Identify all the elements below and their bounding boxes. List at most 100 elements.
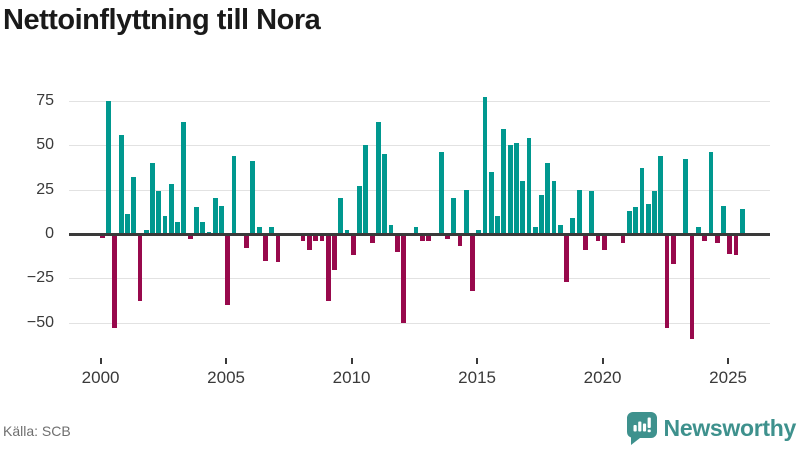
bar-2014-q4 <box>470 234 475 291</box>
bar-2010-q1 <box>350 234 356 256</box>
bar-2021-q3 <box>639 168 645 234</box>
bar-2001-q4 <box>143 230 149 234</box>
newsworthy-wordmark: Newsworthy <box>663 415 797 441</box>
bar-2002-q3 <box>162 216 168 234</box>
x-axis-tick-label: 2015 <box>458 368 496 387</box>
bar-2014-q1 <box>451 198 457 234</box>
bar-2015-q4 <box>495 216 500 234</box>
bar-2009-q2 <box>332 234 337 270</box>
bar-2022-q2 <box>658 155 664 234</box>
x-axis-tick-label: 2020 <box>583 368 622 387</box>
bar-2001-q1 <box>124 214 130 234</box>
bar-2021-q1 <box>626 210 632 234</box>
bar-2010-q4 <box>369 234 375 243</box>
bar-2002-q1 <box>150 162 155 234</box>
bar-2002-q2 <box>156 191 162 234</box>
bar-2019-q3 <box>589 191 595 234</box>
newsworthy-icon <box>626 412 657 445</box>
bar-2006-q4 <box>269 226 275 234</box>
y-axis-tick-label: 50 <box>36 136 54 154</box>
newsworthy-logo: Newsworthy <box>626 412 797 445</box>
x-axis-tick <box>225 358 228 364</box>
bar-2004-q4 <box>219 205 224 234</box>
x-axis-tick <box>99 358 102 364</box>
bar-2024-q1 <box>702 234 708 242</box>
y-axis-tick-label: −50 <box>26 313 54 331</box>
y-axis-tick-label: −25 <box>26 269 54 287</box>
bar-2012-q3 <box>413 226 419 234</box>
bar-2022-q3 <box>664 234 670 329</box>
bar-2024-q2 <box>708 152 714 234</box>
x-axis-tick <box>476 358 479 364</box>
x-axis-tick-label: 2005 <box>207 368 245 387</box>
bar-2011-q4 <box>394 234 400 252</box>
y-axis-tick-label: 75 <box>36 91 54 109</box>
bar-2023-q3 <box>689 234 695 339</box>
bar-2009-q1 <box>325 234 331 302</box>
y-axis-tick-label: 25 <box>36 180 54 198</box>
bar-2025-q1 <box>727 234 733 254</box>
bar-2015-q2 <box>482 97 488 234</box>
bar-2001-q2 <box>131 177 137 234</box>
bar-2004-q3 <box>212 198 218 234</box>
bar-2024-q3 <box>714 234 720 243</box>
bar-2022-q4 <box>670 234 676 265</box>
x-axis-tick-label: 2025 <box>709 368 747 387</box>
bar-2014-q3 <box>463 189 469 234</box>
bar-2001-q3 <box>137 234 143 302</box>
bar-2017-q2 <box>532 226 538 234</box>
bar-2018-q2 <box>557 225 563 234</box>
x-axis-tick <box>727 358 730 364</box>
bar-2022-q1 <box>652 191 657 234</box>
bar-2015-q1 <box>476 230 482 234</box>
gridline <box>69 100 770 102</box>
bar-2016-q3 <box>514 143 519 234</box>
bar-2003-q4 <box>194 207 199 234</box>
bar-2009-q3 <box>338 198 344 234</box>
bar-2008-q1 <box>300 234 306 242</box>
bar-2007-q1 <box>275 234 281 263</box>
bar-2020-q1 <box>601 234 607 250</box>
x-axis-tick-label: 2000 <box>81 368 120 387</box>
bar-2018-q1 <box>551 180 557 234</box>
gridline <box>69 278 770 280</box>
bar-2012-q4 <box>419 234 425 242</box>
bar-2010-q3 <box>363 145 369 234</box>
bar-2003-q3 <box>187 234 193 240</box>
bar-2011-q2 <box>382 154 388 234</box>
bar-2013-q3 <box>438 152 444 234</box>
bar-2021-q4 <box>645 203 651 234</box>
x-axis-tick-label: 2010 <box>332 368 371 387</box>
bar-2005-q2 <box>231 155 237 234</box>
source-label: Källa: SCB <box>3 423 71 439</box>
bar-2016-q2 <box>507 145 513 234</box>
bar-2004-q1 <box>200 221 206 234</box>
bar-2019-q1 <box>576 189 582 234</box>
bar-2018-q3 <box>564 234 569 282</box>
bar-2006-q3 <box>263 234 268 261</box>
gridline <box>69 145 770 147</box>
bar-2025-q3 <box>739 209 745 234</box>
bar-2008-q3 <box>313 234 319 242</box>
y-axis-tick-label: 0 <box>45 225 54 242</box>
x-axis-tick <box>601 358 604 364</box>
bar-2025-q2 <box>733 234 739 256</box>
bar-2000-q3 <box>112 234 118 329</box>
bar-2023-q2 <box>683 159 689 234</box>
bar-2002-q4 <box>168 184 174 234</box>
bar-2020-q4 <box>620 234 626 243</box>
bar-2018-q4 <box>570 218 576 234</box>
bar-2012-q1 <box>401 234 406 323</box>
bar-2024-q4 <box>721 205 726 234</box>
bar-2017-q4 <box>545 162 551 234</box>
bar-2009-q4 <box>344 230 350 234</box>
bar-2019-q4 <box>595 234 601 242</box>
bar-2017-q1 <box>526 138 532 234</box>
bar-2000-q4 <box>118 134 124 234</box>
gridline <box>69 189 770 191</box>
bar-2010-q2 <box>357 186 362 234</box>
bar-2013-q1 <box>426 234 431 242</box>
chart-title: Nettoinflyttning till Nora <box>3 4 321 36</box>
bar-2003-q2 <box>181 122 187 234</box>
